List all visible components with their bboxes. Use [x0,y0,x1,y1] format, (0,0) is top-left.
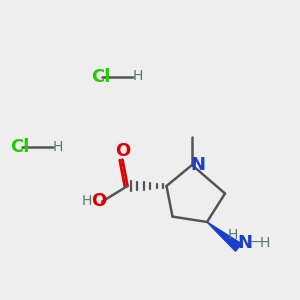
Text: H: H [227,228,238,242]
Text: Cl: Cl [91,68,110,85]
Text: O: O [92,192,106,210]
Text: H: H [82,194,92,208]
Text: H: H [133,70,143,83]
Text: N: N [238,234,253,252]
Text: H: H [260,236,270,250]
Text: Cl: Cl [11,138,30,156]
Text: —: — [249,236,263,250]
Text: N: N [190,156,205,174]
Text: O: O [115,142,130,160]
Text: H: H [53,140,63,154]
Polygon shape [207,222,242,251]
